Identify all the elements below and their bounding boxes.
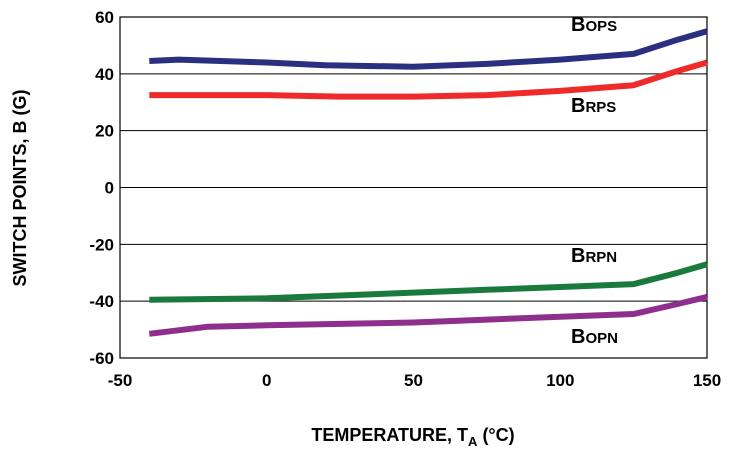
x-tick-label: 150 xyxy=(693,371,721,390)
y-tick-label: 20 xyxy=(95,122,114,141)
grid-lines xyxy=(120,73,707,302)
series-label-brps: BRPS xyxy=(571,95,616,117)
series-line-brps xyxy=(149,59,708,100)
y-tick-label: 60 xyxy=(95,8,114,27)
y-tick-label: -40 xyxy=(89,292,114,311)
plot-frame xyxy=(119,16,708,359)
series-label-bopn: BOPN xyxy=(571,326,618,348)
series-label-bops: BOPS xyxy=(571,14,617,36)
series-line-bopn xyxy=(148,293,708,337)
x-axis-title: TEMPERATURE, TA (°C) xyxy=(311,425,514,449)
y-tick-label: 40 xyxy=(95,65,114,84)
series-labels: BOPS BRPS BRPN BOPN xyxy=(571,14,618,348)
x-tick-label: 50 xyxy=(404,371,423,390)
series-line-brpn xyxy=(149,261,708,303)
y-tick-label: -20 xyxy=(89,235,114,254)
x-tick-labels: -50 0 50 100 150 xyxy=(108,371,721,390)
x-tick-label: 100 xyxy=(546,371,574,390)
series-label-brpn: BRPN xyxy=(571,245,617,267)
x-tick-label: 0 xyxy=(262,371,271,390)
series-lines xyxy=(148,28,708,337)
y-tick-label: -60 xyxy=(89,349,114,368)
y-tick-label: 0 xyxy=(105,179,114,198)
y-axis-title: SWITCH POINTS, B (G) xyxy=(10,90,30,287)
x-tick-label: -50 xyxy=(108,371,133,390)
series-line-bops xyxy=(149,28,708,70)
y-tick-labels: -60 -40 -20 0 20 40 60 xyxy=(89,8,114,368)
